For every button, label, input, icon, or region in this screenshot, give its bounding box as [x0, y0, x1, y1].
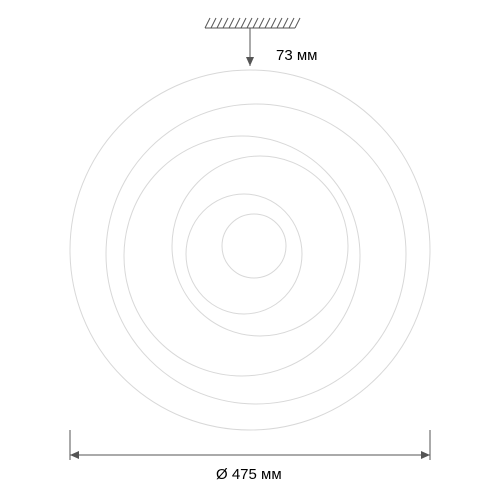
drawing-svg: [0, 0, 500, 500]
diameter-dimension-label: Ø 475 мм: [216, 466, 282, 483]
height-dimension-label: 73 мм: [276, 47, 317, 64]
dimension-drawing: 73 мм Ø 475 мм: [0, 0, 500, 500]
